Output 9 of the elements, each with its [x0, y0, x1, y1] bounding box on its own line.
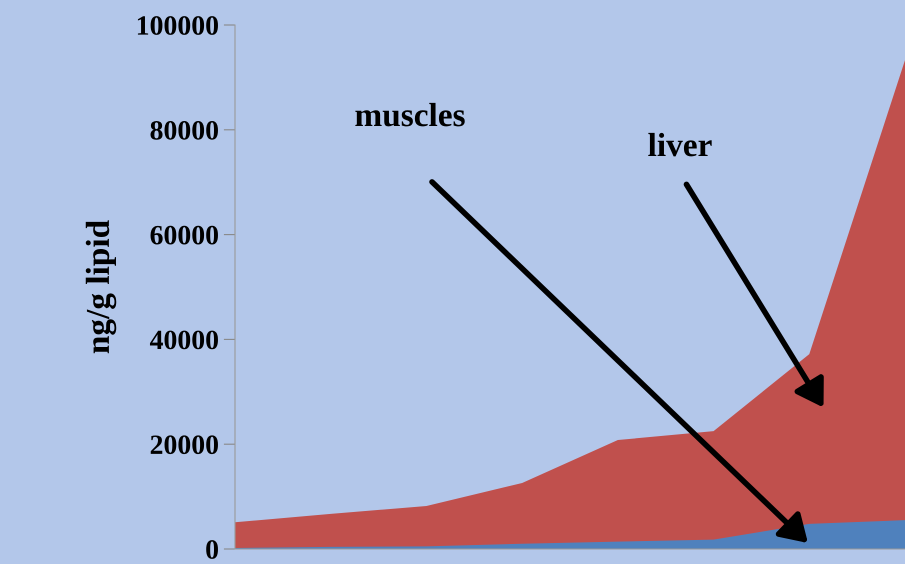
annotation: liver [648, 132, 712, 156]
y-tick-label: 40000 [150, 330, 218, 350]
y-tick-label: 100000 [138, 16, 218, 35]
y-tick-label: 0 [206, 540, 218, 559]
y-tick-label: 60000 [150, 226, 218, 245]
y-tick-label: 80000 [150, 120, 218, 140]
y-tick-label: 20000 [150, 435, 218, 454]
annotation: muscles [355, 102, 465, 126]
y-axis-title: ng/g lipid [86, 220, 116, 354]
